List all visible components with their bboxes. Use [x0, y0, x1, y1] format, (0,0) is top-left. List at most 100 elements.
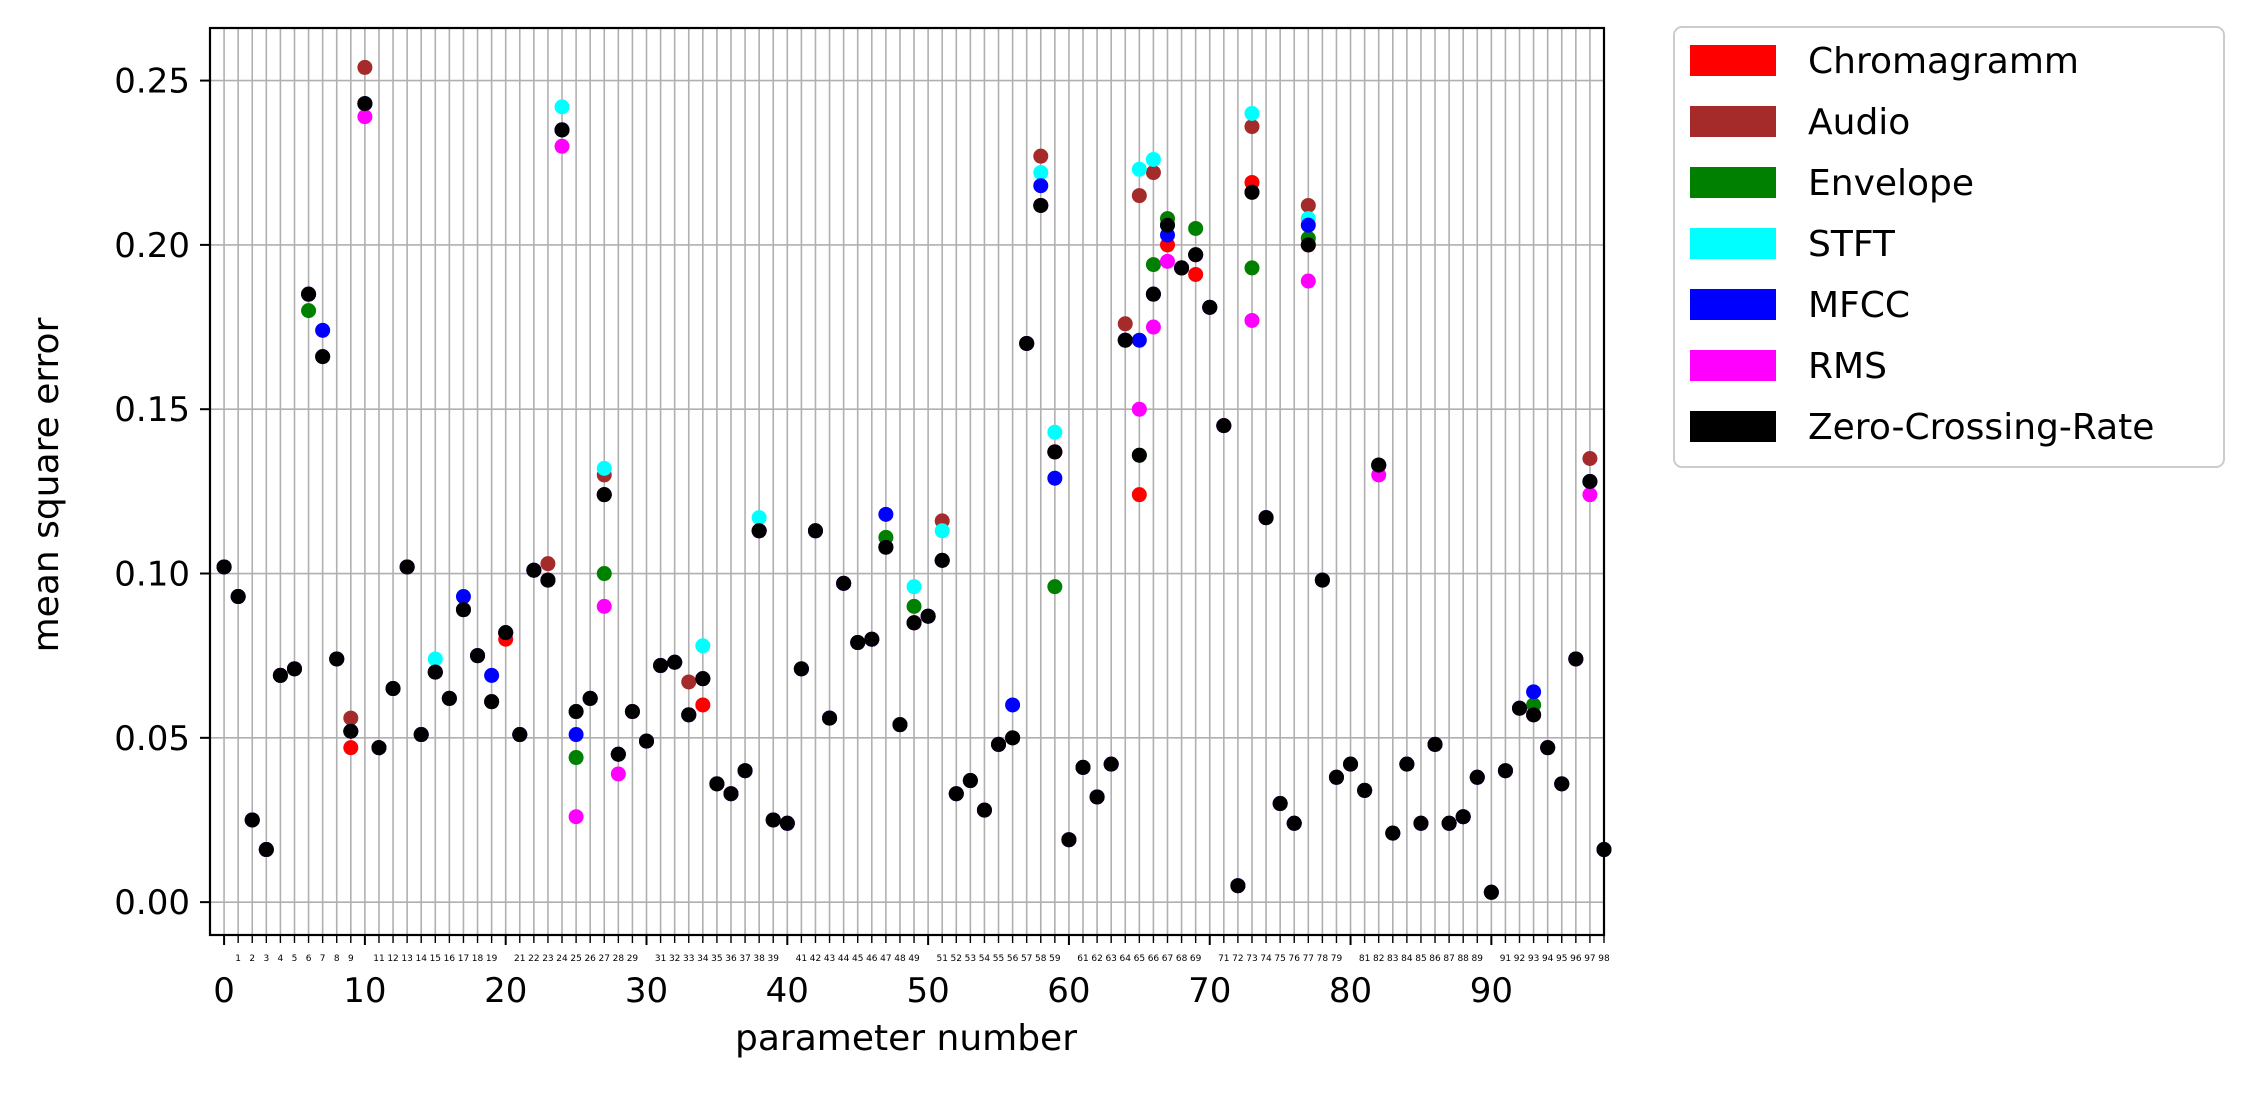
data-point — [357, 96, 373, 112]
data-point — [258, 842, 274, 858]
data-point — [1033, 148, 1049, 164]
data-point — [1131, 447, 1147, 463]
data-point — [667, 654, 683, 670]
x-minor-tick-label: 91 — [1500, 954, 1511, 964]
data-point — [596, 487, 612, 503]
data-point — [723, 786, 739, 802]
data-point — [1540, 740, 1556, 756]
x-minor-tick-label: 49 — [908, 954, 920, 964]
data-point — [695, 671, 711, 687]
data-point — [1033, 165, 1049, 181]
data-point — [484, 694, 500, 710]
data-point — [512, 727, 528, 743]
legend-entry: MFCC — [1690, 285, 1910, 326]
data-point — [1357, 782, 1373, 798]
x-minor-tick-label: 37 — [739, 954, 750, 964]
data-point — [695, 697, 711, 713]
data-point — [596, 598, 612, 614]
data-point — [1244, 119, 1260, 135]
x-minor-tick-label: 54 — [979, 954, 991, 964]
legend-label: STFT — [1808, 224, 1896, 265]
x-minor-tick-label: 84 — [1401, 954, 1413, 964]
data-point — [962, 773, 978, 789]
legend-entry: Audio — [1690, 102, 1910, 143]
data-point — [610, 746, 626, 762]
data-point — [976, 802, 992, 818]
data-point — [230, 589, 246, 605]
x-minor-tick-label: 8 — [334, 954, 340, 964]
x-minor-tick-label: 74 — [1260, 954, 1272, 964]
x-minor-tick-label: 53 — [965, 954, 976, 964]
data-point — [1005, 697, 1021, 713]
data-point — [1300, 237, 1316, 253]
legend-label: MFCC — [1808, 285, 1910, 326]
data-point — [1230, 878, 1246, 894]
data-point — [272, 667, 288, 683]
data-point — [1371, 457, 1387, 473]
x-minor-tick-label: 43 — [824, 954, 835, 964]
x-minor-tick-label: 73 — [1246, 954, 1257, 964]
grid-layer — [210, 28, 1605, 935]
x-minor-tick-label: 41 — [796, 954, 807, 964]
data-point — [1089, 789, 1105, 805]
data-point — [357, 109, 373, 125]
legend-swatch — [1690, 106, 1776, 137]
data-point — [653, 658, 669, 674]
y-axis-label: mean square error — [26, 317, 67, 652]
x-minor-tick-label: 35 — [711, 954, 722, 964]
data-point — [948, 786, 964, 802]
x-minor-tick-label: 5 — [292, 954, 298, 964]
x-minor-tick-label: 66 — [1148, 954, 1160, 964]
x-minor-tick-label: 59 — [1049, 954, 1061, 964]
data-point — [427, 664, 443, 680]
data-point — [1582, 474, 1598, 489]
data-point — [1526, 684, 1542, 700]
data-point — [864, 631, 880, 647]
x-minor-tick-label: 4 — [278, 954, 284, 964]
data-point — [413, 727, 429, 743]
data-point — [1047, 579, 1063, 595]
data-point — [1075, 759, 1091, 775]
data-point — [596, 566, 612, 582]
x-minor-tick-label: 1 — [235, 954, 241, 964]
x-minor-tick-label: 21 — [514, 954, 525, 964]
data-point — [582, 690, 598, 706]
x-minor-tick-label: 97 — [1584, 954, 1595, 964]
x-minor-tick-label: 67 — [1162, 954, 1173, 964]
x-major-tick-label: 10 — [343, 971, 386, 1011]
data-point — [850, 635, 866, 651]
data-point — [1244, 184, 1260, 200]
data-point — [1526, 707, 1542, 723]
x-minor-tick-label: 17 — [458, 954, 469, 964]
data-point — [920, 608, 936, 624]
x-minor-tick-label: 57 — [1021, 954, 1032, 964]
data-point — [455, 602, 471, 618]
x-minor-tick-label: 28 — [613, 954, 625, 964]
data-point — [1554, 776, 1570, 792]
x-minor-tick-label: 81 — [1359, 954, 1370, 964]
data-point — [1300, 273, 1316, 289]
data-point — [1159, 253, 1175, 269]
data-point — [1469, 769, 1485, 785]
y-tick-label: 0.20 — [114, 226, 190, 266]
data-point — [1145, 319, 1161, 335]
x-minor-tick-label: 38 — [753, 954, 765, 964]
data-point — [751, 523, 767, 539]
x-minor-tick-label: 45 — [852, 954, 863, 964]
x-minor-tick-label: 96 — [1570, 954, 1582, 964]
x-minor-tick-label: 6 — [306, 954, 312, 964]
legend-box — [1673, 26, 2225, 468]
data-point — [1512, 700, 1528, 716]
data-point — [737, 763, 753, 779]
data-point — [709, 776, 725, 792]
data-point — [1159, 217, 1175, 233]
x-major-tick-label: 90 — [1470, 971, 1513, 1011]
x-minor-tick-label: 85 — [1415, 954, 1426, 964]
data-point — [779, 815, 795, 831]
data-point — [526, 562, 542, 578]
data-point — [441, 690, 457, 706]
x-minor-tick-label: 11 — [373, 954, 384, 964]
legend-entry: Zero-Crossing-Rate — [1690, 407, 2154, 448]
x-minor-tick-label: 79 — [1331, 954, 1343, 964]
